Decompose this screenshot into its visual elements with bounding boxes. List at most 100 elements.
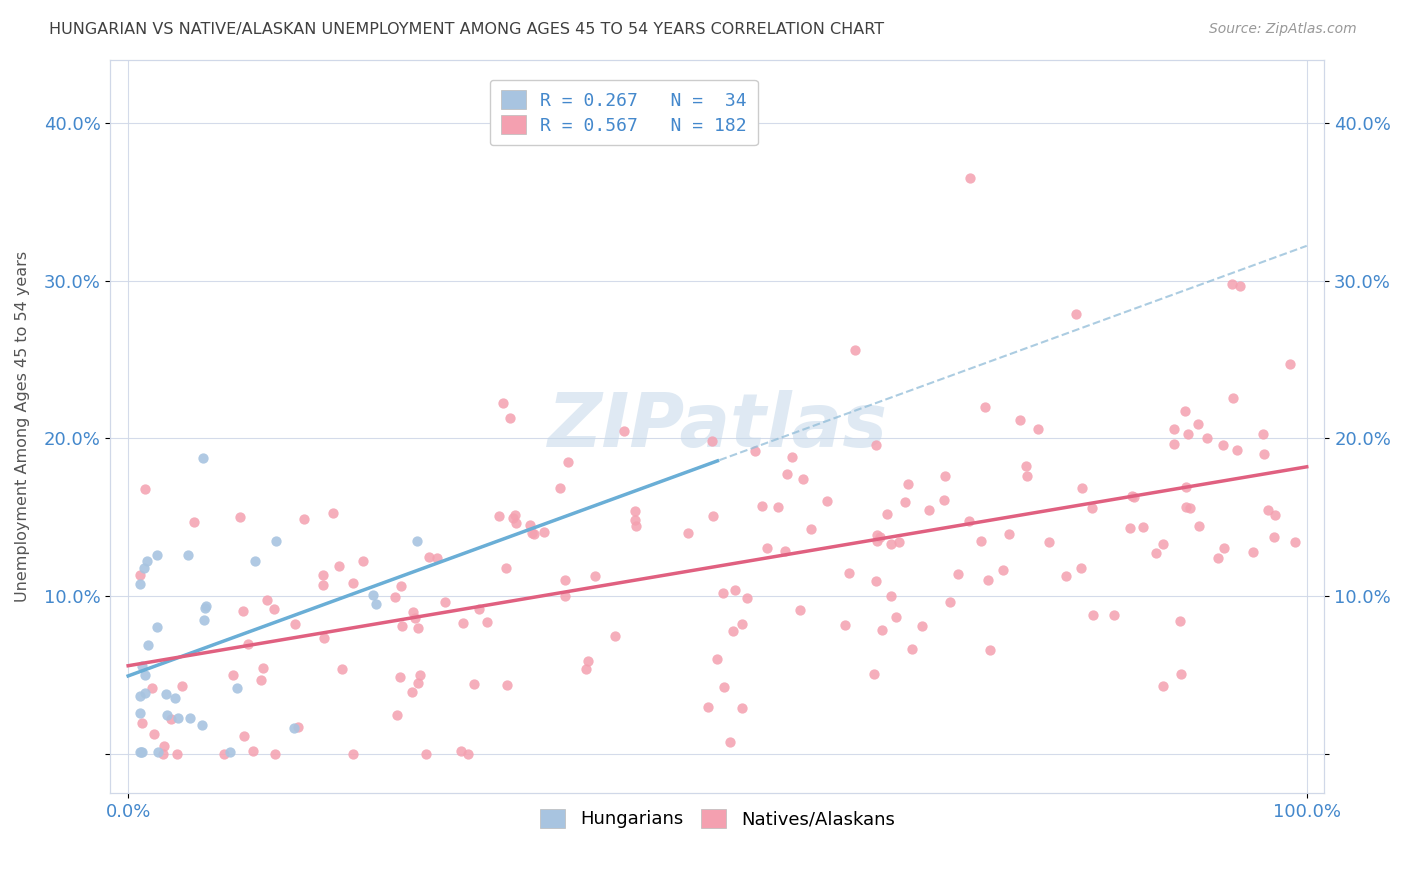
Point (1229, 278, 1251, 293)
Point (145, 620, 167, 634)
Point (129, 745, 152, 759)
Point (328, 559, 350, 574)
Point (502, 511, 524, 525)
Point (870, 623, 893, 637)
Point (554, 589, 576, 603)
Point (243, 554, 266, 568)
Point (876, 507, 898, 521)
Y-axis label: Unemployment Among Ages 45 to 54 years: Unemployment Among Ages 45 to 54 years (15, 251, 30, 602)
Point (229, 510, 252, 524)
Point (800, 522, 823, 536)
Point (136, 639, 159, 653)
Point (242, 744, 264, 758)
Point (475, 615, 498, 629)
Point (948, 567, 970, 582)
Point (970, 533, 993, 548)
Point (170, 679, 193, 693)
Point (457, 747, 479, 761)
Point (264, 533, 287, 548)
Point (844, 343, 866, 357)
Point (723, 583, 745, 598)
Point (1177, 427, 1199, 442)
Point (1253, 447, 1275, 461)
Point (366, 598, 388, 612)
Point (884, 610, 907, 624)
Point (977, 573, 1000, 587)
Point (751, 499, 773, 513)
Point (1163, 437, 1185, 451)
Point (1010, 413, 1032, 427)
Point (1174, 404, 1197, 418)
Point (1208, 551, 1230, 566)
Point (1241, 545, 1264, 559)
Point (385, 707, 408, 722)
Point (887, 535, 910, 549)
Point (129, 567, 152, 582)
Point (575, 662, 598, 676)
Point (1070, 481, 1092, 495)
Point (1081, 500, 1104, 515)
Point (792, 473, 814, 487)
Point (1017, 468, 1039, 483)
Point (195, 599, 218, 614)
Point (160, 712, 183, 726)
Point (134, 668, 156, 682)
Point (404, 611, 426, 625)
Point (744, 444, 766, 458)
Point (815, 493, 838, 508)
Point (134, 482, 156, 496)
Point (496, 678, 519, 692)
Point (1070, 561, 1092, 575)
Point (389, 579, 412, 593)
Point (218, 745, 240, 759)
Point (612, 424, 634, 438)
Point (974, 400, 997, 414)
Point (450, 744, 472, 758)
Point (156, 707, 179, 722)
Point (134, 686, 156, 700)
Point (425, 550, 447, 565)
Point (232, 604, 254, 618)
Point (415, 747, 437, 761)
Point (866, 528, 889, 542)
Point (155, 687, 177, 701)
Point (731, 701, 754, 715)
Point (179, 711, 201, 725)
Point (1175, 500, 1198, 514)
Point (418, 549, 440, 564)
Point (183, 515, 205, 529)
Point (865, 438, 887, 452)
Point (869, 530, 891, 544)
Point (312, 578, 335, 592)
Point (998, 527, 1021, 541)
Point (911, 619, 934, 633)
Point (252, 661, 274, 675)
Point (550, 481, 572, 495)
Point (1222, 392, 1244, 406)
Point (468, 602, 491, 616)
Legend: Hungarians, Natives/Alaskans: Hungarians, Natives/Alaskans (533, 802, 903, 836)
Point (249, 673, 271, 687)
Point (193, 614, 215, 628)
Point (463, 677, 485, 691)
Point (225, 681, 247, 695)
Point (702, 508, 724, 523)
Point (1163, 422, 1185, 436)
Point (713, 680, 735, 694)
Point (406, 676, 429, 690)
Point (1026, 422, 1049, 436)
Point (153, 739, 176, 753)
Point (901, 642, 924, 657)
Point (554, 573, 576, 587)
Point (132, 560, 155, 574)
Point (979, 643, 1001, 657)
Point (167, 711, 190, 725)
Text: ZIPatlas: ZIPatlas (547, 390, 887, 463)
Point (495, 561, 517, 575)
Point (146, 745, 169, 759)
Point (1102, 607, 1125, 622)
Point (697, 699, 720, 714)
Point (700, 434, 723, 449)
Point (1168, 615, 1191, 629)
Point (735, 591, 758, 605)
